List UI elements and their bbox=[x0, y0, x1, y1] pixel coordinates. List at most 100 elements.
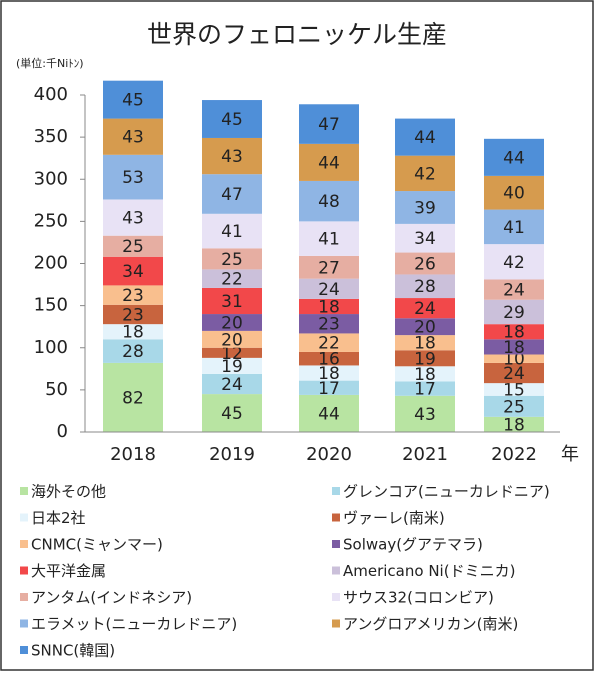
data-label: 12 bbox=[221, 344, 243, 364]
data-label: 28 bbox=[122, 342, 144, 362]
data-label: 47 bbox=[221, 185, 243, 205]
bar-segment bbox=[299, 180, 359, 222]
bar-segment bbox=[299, 221, 359, 256]
bar-segment bbox=[484, 416, 544, 432]
y-tick-label: 400 bbox=[34, 84, 68, 105]
data-label: 41 bbox=[318, 230, 340, 250]
legend-label: SNNC(韓国) bbox=[31, 642, 115, 660]
data-label: 22 bbox=[221, 270, 243, 290]
chart-title: 世界のフェロニッケル生産 bbox=[147, 20, 447, 49]
data-label: 43 bbox=[414, 405, 436, 425]
bar-segment bbox=[484, 354, 544, 363]
data-label: 23 bbox=[122, 286, 144, 306]
y-tick-label: 150 bbox=[34, 295, 68, 316]
data-label: 24 bbox=[503, 364, 525, 384]
legend-swatch bbox=[332, 487, 340, 495]
bar-segment bbox=[202, 100, 262, 138]
bar-segment bbox=[299, 278, 359, 299]
legend-label: CNMC(ミャンマー) bbox=[31, 536, 163, 554]
legend-label: アングロアメリカン(南米) bbox=[343, 615, 518, 633]
data-label: 17 bbox=[414, 380, 436, 400]
x-tick-label: 2018 bbox=[110, 444, 156, 465]
legend-label: グレンコア(ニューカレドニア) bbox=[343, 483, 550, 501]
bar-segment bbox=[484, 299, 544, 325]
data-label: 41 bbox=[503, 218, 525, 238]
legend-swatch bbox=[332, 593, 340, 601]
legend-swatch bbox=[20, 646, 28, 654]
bar-segment bbox=[484, 175, 544, 210]
bar-segment bbox=[299, 380, 359, 395]
data-label: 44 bbox=[503, 148, 525, 168]
data-label: 18 bbox=[318, 364, 340, 384]
bar-segment bbox=[299, 104, 359, 144]
bar-segment bbox=[299, 333, 359, 352]
x-tick-label: 2021 bbox=[402, 444, 448, 465]
bar-segment bbox=[202, 137, 262, 175]
bar-segment bbox=[202, 357, 262, 374]
x-axis-label: 年 bbox=[561, 444, 579, 465]
data-label: 10 bbox=[503, 350, 525, 370]
bar-segment bbox=[484, 395, 544, 417]
data-label: 22 bbox=[318, 334, 340, 354]
bar-segment bbox=[484, 383, 544, 396]
data-label: 39 bbox=[414, 198, 436, 218]
y-tick-label: 100 bbox=[34, 337, 68, 358]
data-label: 40 bbox=[503, 184, 525, 204]
legend-label: 海外その他 bbox=[31, 483, 106, 501]
legend-swatch bbox=[20, 487, 28, 495]
data-label: 48 bbox=[318, 192, 340, 212]
legend-label: 大平洋金属 bbox=[31, 562, 106, 580]
data-label: 31 bbox=[221, 292, 243, 312]
data-label: 20 bbox=[414, 318, 436, 338]
data-label: 43 bbox=[122, 128, 144, 148]
y-tick-label: 300 bbox=[34, 168, 68, 189]
data-label: 45 bbox=[221, 110, 243, 130]
bar-segment bbox=[484, 209, 544, 245]
data-label: 18 bbox=[122, 323, 144, 343]
data-label: 45 bbox=[122, 91, 144, 111]
bar-segment bbox=[299, 255, 359, 279]
bar-segment bbox=[484, 324, 544, 340]
bar-segment bbox=[299, 298, 359, 315]
legend-swatch bbox=[20, 540, 28, 548]
data-label: 18 bbox=[503, 338, 525, 358]
bar-segment bbox=[103, 324, 163, 340]
bar-segment bbox=[299, 314, 359, 334]
bar-segment bbox=[395, 155, 455, 192]
legend-swatch bbox=[332, 513, 340, 522]
bar-segment bbox=[484, 362, 544, 384]
bar-segment bbox=[103, 199, 163, 236]
data-label: 44 bbox=[318, 153, 340, 173]
bar-segment bbox=[202, 269, 262, 288]
bar-segment bbox=[202, 248, 262, 270]
data-label: 43 bbox=[122, 209, 144, 229]
bar-segment bbox=[299, 365, 359, 381]
legend-swatch bbox=[20, 593, 28, 601]
data-label: 34 bbox=[414, 229, 436, 249]
y-tick-label: 200 bbox=[34, 253, 68, 274]
bar-segment bbox=[395, 252, 455, 275]
data-label: 41 bbox=[221, 222, 243, 242]
legend-label: Americano Ni(ドミニカ) bbox=[343, 562, 515, 580]
data-label: 24 bbox=[414, 299, 436, 319]
legend-label: エラメット(ニューカレドニア) bbox=[31, 615, 237, 633]
data-label: 18 bbox=[318, 297, 340, 317]
data-label: 43 bbox=[221, 147, 243, 167]
bar-segment bbox=[395, 274, 455, 299]
bar-segment bbox=[395, 335, 455, 351]
bar-segment bbox=[202, 373, 262, 395]
data-label: 27 bbox=[318, 258, 340, 278]
x-tick-label: 2022 bbox=[491, 444, 537, 465]
bar-segment bbox=[202, 347, 262, 358]
legend-swatch bbox=[332, 540, 340, 548]
bar-segment bbox=[103, 362, 163, 432]
bar-segment bbox=[299, 351, 359, 366]
bar-segment bbox=[395, 191, 455, 224]
bar-segment bbox=[395, 223, 455, 253]
legend-swatch bbox=[20, 566, 28, 575]
data-label: 44 bbox=[318, 404, 340, 424]
data-label: 24 bbox=[503, 281, 525, 301]
bar-segment bbox=[395, 350, 455, 367]
data-label: 15 bbox=[503, 380, 525, 400]
